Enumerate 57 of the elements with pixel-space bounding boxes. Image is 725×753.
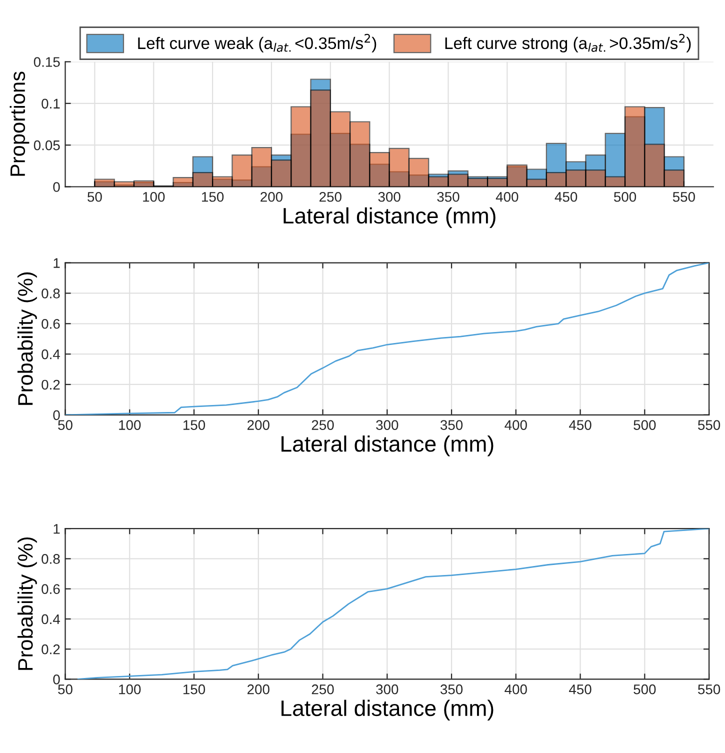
x-tick-label: 150 (183, 684, 206, 694)
y-tick-label: 0.15 (34, 57, 60, 67)
x-tick-label: 500 (634, 420, 656, 430)
x-tick-label: 400 (504, 684, 527, 694)
y-tick-label: 0.8 (42, 554, 60, 564)
x-tick-label: 550 (672, 192, 695, 202)
y-axis-title: Probability (%) (17, 537, 37, 670)
x-tick-label: 350 (440, 420, 463, 430)
x-tick-label: 500 (634, 684, 656, 694)
x-tick-label: 200 (248, 420, 270, 430)
x-tick-label: 200 (260, 192, 283, 202)
x-axis-title: Lateral distance (mm) (282, 700, 494, 720)
x-tick-label: 400 (496, 192, 518, 202)
y-tick-label: 0.2 (42, 380, 60, 390)
x-tick-label: 50 (88, 192, 102, 202)
y-tick-label: 0 (53, 674, 60, 684)
x-tick-label: 400 (504, 420, 527, 430)
y-tick-label: 0.05 (34, 140, 60, 150)
x-tick-label: 50 (58, 684, 72, 694)
y-axis-title: Probability (%) (17, 272, 37, 405)
x-tick-label: 250 (312, 684, 334, 694)
y-tick-label: 1 (54, 258, 60, 268)
x-axis-title: Lateral distance (mm) (282, 435, 494, 456)
legend-label: Left curve strong (a$_{lat.}$>0.35m/s$^{2}$) (445, 34, 691, 52)
x-tick-label: 250 (320, 192, 342, 202)
y-tick-label: 0.8 (42, 288, 60, 298)
legend-label: Left curve weak (a$_{lat.}$<0.35m/s$^{2}$) (138, 34, 376, 52)
x-tick-label: 100 (119, 420, 141, 430)
x-tick-label: 250 (312, 420, 334, 430)
x-tick-label: 100 (143, 192, 165, 202)
y-tick-label: 0.6 (42, 584, 60, 594)
y-tick-label: 0.4 (42, 614, 60, 624)
x-tick-label: 450 (554, 192, 578, 202)
x-tick-label: 550 (698, 684, 720, 694)
x-tick-label: 550 (698, 420, 720, 430)
x-tick-label: 300 (376, 420, 398, 430)
x-axis-title: Lateral distance (mm) (284, 207, 496, 228)
y-tick-label: 0.4 (42, 349, 60, 360)
x-tick-label: 300 (376, 684, 398, 694)
x-tick-label: 350 (440, 684, 463, 694)
x-tick-label: 50 (58, 420, 72, 430)
y-tick-label: 1 (54, 524, 60, 534)
y-tick-label: 0.1 (42, 98, 60, 109)
y-tick-label: 0.2 (42, 644, 60, 654)
x-tick-label: 350 (437, 192, 460, 202)
y-tick-label: 0 (53, 410, 60, 420)
x-tick-label: 200 (248, 684, 270, 694)
y-tick-label: 0.6 (42, 318, 60, 329)
x-tick-label: 100 (119, 684, 141, 694)
y-tick-label: 0 (53, 182, 60, 192)
x-tick-label: 450 (569, 684, 592, 694)
x-tick-label: 450 (569, 420, 592, 430)
x-tick-label: 300 (378, 192, 400, 202)
x-tick-label: 500 (614, 192, 636, 202)
y-axis-title: Proportions (10, 72, 30, 176)
x-tick-label: 150 (183, 420, 206, 430)
x-tick-label: 150 (202, 192, 224, 202)
